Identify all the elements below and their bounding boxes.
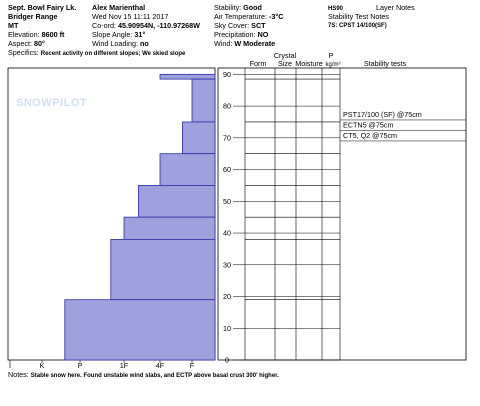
label: Precipitation: bbox=[214, 30, 256, 39]
y-tick-label: 30 bbox=[223, 260, 231, 269]
field: Slope Angle: 31° bbox=[92, 30, 145, 39]
label: Aspect: bbox=[8, 39, 32, 48]
state: MT bbox=[8, 21, 19, 30]
value: no bbox=[140, 39, 149, 48]
field: Wind Loading: no bbox=[92, 39, 149, 48]
col-header: Crystal bbox=[274, 51, 297, 60]
stability-notes: 7S: CPST 14/100(SF) bbox=[328, 23, 387, 29]
field: Aspect: 80° bbox=[8, 39, 45, 48]
column-lines bbox=[244, 68, 341, 360]
label: Specifics: bbox=[8, 48, 39, 57]
layer-bar bbox=[64, 299, 216, 361]
label: Sky Cover: bbox=[214, 21, 249, 30]
label: Co-ord: bbox=[92, 21, 116, 30]
col-header: Moisture bbox=[295, 59, 323, 68]
y-tick-label: 60 bbox=[223, 165, 231, 174]
col-header: kg/m³ bbox=[326, 62, 341, 68]
y-tick-label: 10 bbox=[223, 324, 231, 333]
datetime: Wed Nov 15 11:11 2017 bbox=[92, 12, 168, 21]
value: 31° bbox=[134, 30, 145, 39]
y-tick-label: 20 bbox=[223, 292, 231, 301]
x-tick-label: F bbox=[190, 361, 195, 370]
stability-test: ECTN5 @75cm bbox=[343, 120, 393, 129]
label: Elevation: bbox=[8, 30, 40, 39]
layer-bar bbox=[123, 216, 216, 240]
layer-bar bbox=[137, 185, 216, 218]
value: Recent activity on different slopes; We … bbox=[41, 51, 186, 57]
layer-bar bbox=[191, 78, 216, 123]
y-tick-label: 70 bbox=[223, 133, 231, 142]
layer-bar bbox=[159, 153, 216, 186]
x-tick-label: 1F bbox=[120, 361, 129, 370]
y-tick-label: 40 bbox=[223, 229, 231, 238]
field: Specifics: Recent activity on different … bbox=[8, 48, 186, 57]
field: Air Temperature: -3°C bbox=[214, 12, 283, 21]
y-tick-label: 50 bbox=[223, 197, 231, 206]
hs: HS90 bbox=[328, 6, 344, 12]
value: -3°C bbox=[269, 12, 283, 21]
col-header: Stability tests bbox=[364, 59, 407, 68]
label: Slope Angle: bbox=[92, 30, 132, 39]
y-tick-label: 80 bbox=[223, 102, 231, 111]
layer-bar bbox=[110, 238, 216, 301]
stability-test: CT5, Q2 @75cm bbox=[343, 131, 397, 140]
value: Good bbox=[243, 3, 262, 12]
label: Stability: bbox=[214, 3, 241, 12]
field: Wind: W Moderate bbox=[214, 39, 275, 48]
layer-notes-title: Layer Notes bbox=[376, 3, 415, 12]
range: Bridger Range bbox=[8, 12, 58, 21]
x-tick-label: 4F bbox=[156, 361, 165, 370]
y-tick-label: 0 bbox=[225, 356, 229, 365]
value: W Moderate bbox=[234, 39, 275, 48]
notes: Notes: Stable snow here. Found unstable … bbox=[8, 370, 279, 379]
x-tick-label: K bbox=[40, 361, 45, 370]
field: Elevation: 8600 ft bbox=[8, 30, 65, 39]
watermark: SNOWPILOT bbox=[16, 97, 87, 109]
value: SCT bbox=[251, 21, 266, 30]
x-tick-label: I bbox=[9, 361, 11, 370]
label: Wind: bbox=[214, 39, 232, 48]
label: Air Temperature: bbox=[214, 12, 267, 21]
label: Notes: bbox=[8, 370, 29, 379]
layer-bar bbox=[159, 73, 216, 80]
value: 80° bbox=[34, 39, 45, 48]
field: Precipitation: NO bbox=[214, 30, 269, 39]
label: Wind Loading: bbox=[92, 39, 138, 48]
value: Stable snow here. Found unstable wind sl… bbox=[31, 373, 279, 379]
site: Sept. Bowl Fairy Lk. bbox=[8, 3, 76, 12]
table-frame bbox=[217, 67, 467, 361]
col-header: Size bbox=[278, 59, 292, 68]
field: Stability: Good bbox=[214, 3, 262, 12]
field: Co-ord: 45.90954N, -110.97268W bbox=[92, 21, 200, 30]
value: NO bbox=[258, 30, 269, 39]
header: Sept. Bowl Fairy Lk. Bridger Range MT El… bbox=[8, 3, 415, 57]
stability-notes-title: Stability Test Notes bbox=[328, 12, 389, 21]
x-tick-label: P bbox=[78, 361, 83, 370]
field: Sky Cover: SCT bbox=[214, 21, 266, 30]
col-header: Form bbox=[250, 59, 267, 68]
y-tick-label: 90 bbox=[223, 70, 231, 79]
col-header: P bbox=[329, 51, 334, 60]
value: 8600 ft bbox=[42, 30, 65, 39]
stability-test: PST17/100 (SF) @75cm bbox=[343, 110, 422, 119]
value: 45.90954N, -110.97268W bbox=[118, 21, 200, 30]
observer: Alex Marienthal bbox=[92, 3, 145, 12]
layer-bar bbox=[181, 121, 216, 155]
